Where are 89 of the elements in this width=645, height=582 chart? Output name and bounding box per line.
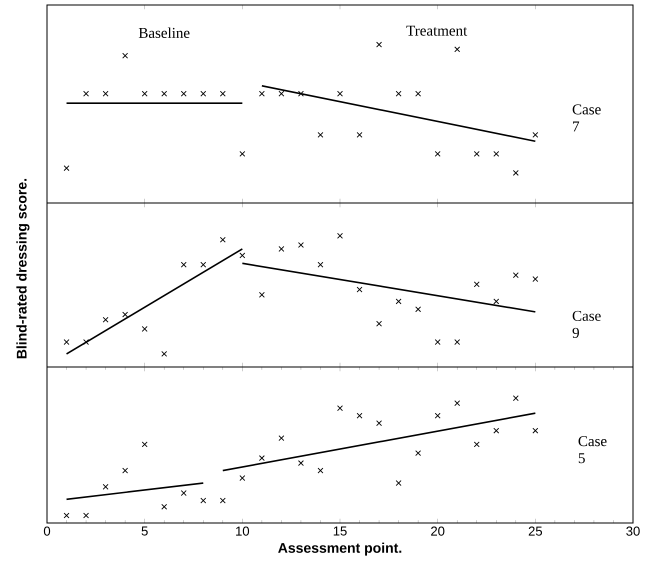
- text: Baseline: [138, 27, 190, 38]
- x-tick-label: 20: [431, 526, 444, 536]
- point: [415, 450, 422, 456]
- annotation: Case 5: [578, 436, 607, 464]
- point: [474, 441, 480, 448]
- point: [532, 428, 538, 434]
- point: [142, 90, 148, 97]
- x-tick-label: 25: [528, 526, 542, 536]
- point: [180, 90, 187, 97]
- point: [434, 412, 441, 419]
- text: Treatment: [406, 26, 468, 36]
- point: [122, 52, 128, 59]
- point: [142, 326, 148, 332]
- x-axis-title: Assessment point.: [278, 542, 402, 556]
- x-tick-label: 15: [334, 526, 347, 536]
- point: [356, 132, 362, 138]
- point: [434, 339, 441, 345]
- point: [415, 90, 422, 97]
- point: [180, 262, 187, 268]
- point: [376, 320, 382, 327]
- point: [454, 400, 460, 406]
- point: [200, 90, 206, 97]
- point: [161, 350, 168, 357]
- point: [239, 475, 246, 481]
- point: [396, 90, 402, 97]
- point: [298, 460, 304, 466]
- point: [512, 272, 519, 278]
- point: [318, 132, 324, 138]
- point: [337, 232, 343, 239]
- point: [396, 480, 402, 486]
- point: [318, 262, 324, 268]
- point: [454, 339, 460, 345]
- point: [102, 484, 109, 490]
- point: [220, 236, 226, 243]
- point: [258, 90, 265, 97]
- point: [180, 490, 187, 496]
- point: [474, 281, 480, 288]
- point: [512, 170, 519, 176]
- annotation: Case 9: [572, 310, 601, 338]
- point: [83, 90, 89, 97]
- point: [532, 276, 538, 282]
- point: [318, 468, 324, 474]
- point: [64, 339, 70, 345]
- annotation: Case 7: [572, 104, 601, 132]
- point: [532, 132, 538, 138]
- point: [239, 252, 246, 258]
- x-tick-label: 0: [44, 526, 50, 536]
- point: [200, 262, 206, 268]
- point: [200, 498, 206, 504]
- point: [142, 441, 148, 448]
- point: [493, 298, 500, 304]
- point: [434, 150, 441, 157]
- point: [298, 242, 304, 248]
- point: [415, 306, 422, 312]
- point: [102, 316, 109, 323]
- point: [83, 512, 89, 518]
- point: [337, 405, 343, 412]
- point: [64, 165, 70, 172]
- point: [376, 42, 382, 48]
- point: [356, 412, 362, 419]
- point: [512, 395, 519, 402]
- point: [122, 468, 128, 474]
- point: [278, 246, 284, 252]
- point: [337, 90, 343, 97]
- point: [83, 339, 89, 345]
- point: [161, 90, 168, 97]
- point: [220, 498, 226, 504]
- x-tick-label: 5: [142, 526, 148, 536]
- point: [474, 150, 480, 157]
- point: [396, 298, 402, 304]
- point: [454, 46, 460, 52]
- x-tick-label: 10: [236, 526, 250, 536]
- point: [356, 286, 362, 293]
- point: [239, 150, 246, 157]
- point: [376, 420, 382, 426]
- point: [298, 90, 304, 97]
- point: [493, 150, 500, 157]
- point: [258, 292, 265, 298]
- x-tick-label: 30: [626, 526, 640, 536]
- point: [493, 428, 500, 434]
- point: [102, 90, 109, 97]
- y-axis-title: Blind-rated dressing score.: [16, 178, 30, 358]
- point: [161, 504, 168, 510]
- point: [278, 90, 284, 97]
- point: [258, 455, 265, 462]
- point: [64, 512, 70, 518]
- point: [278, 435, 284, 442]
- point: [220, 90, 226, 97]
- point: [122, 312, 128, 318]
